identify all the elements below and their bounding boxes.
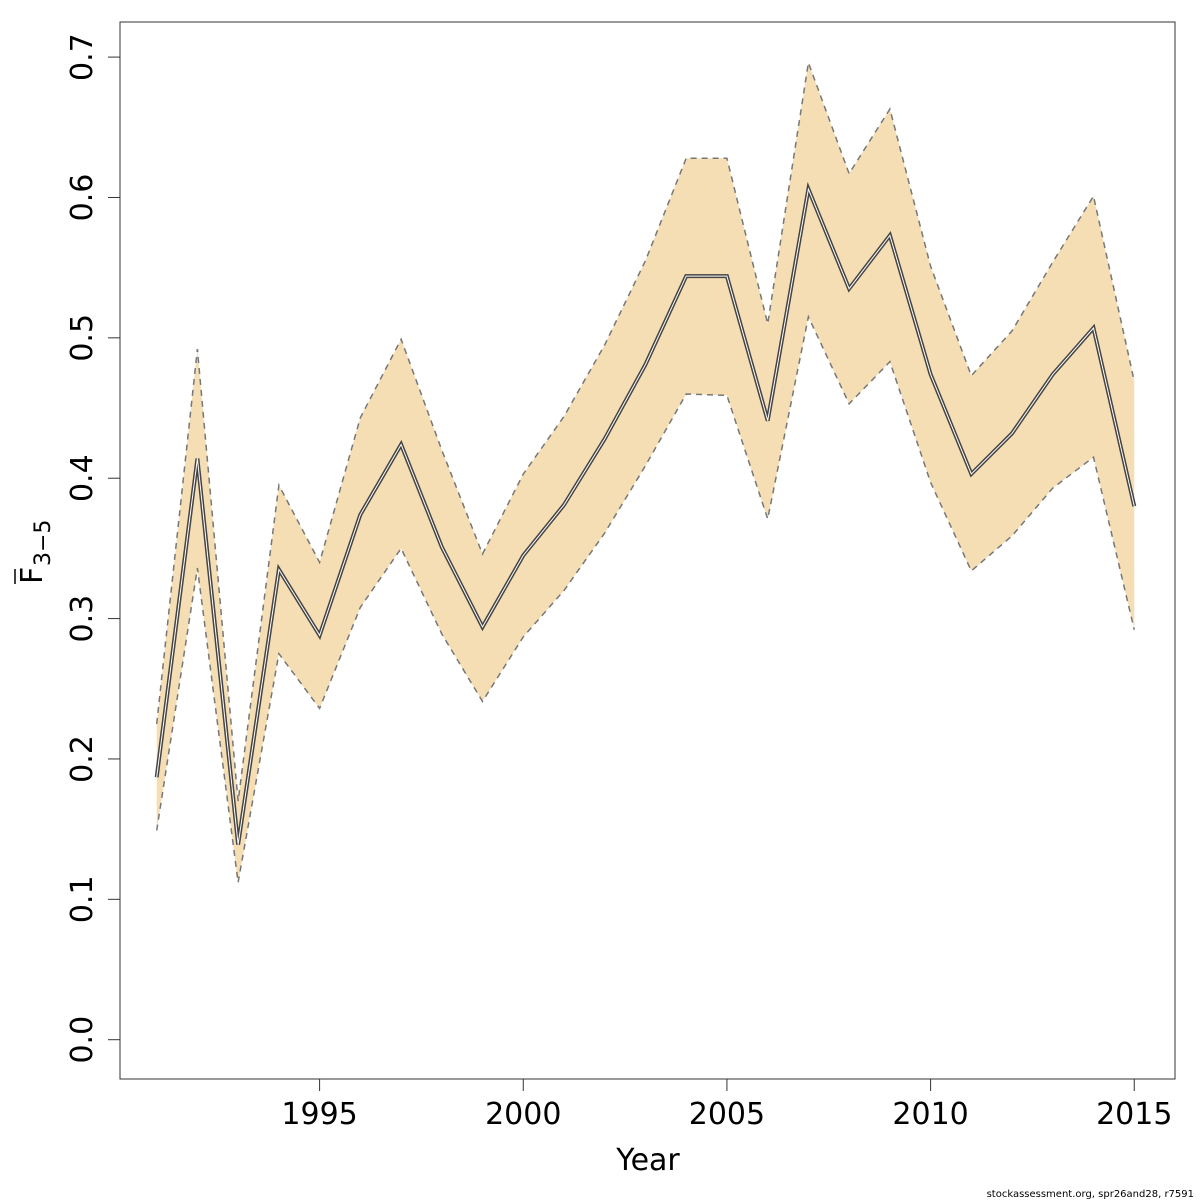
y-axis-title-main: F	[15, 567, 50, 584]
estimate-point	[399, 443, 403, 447]
estimate-point	[969, 472, 973, 476]
estimate-point	[766, 419, 770, 423]
estimate-point	[236, 843, 240, 847]
y-tick-label: 0.7	[65, 33, 100, 81]
estimate-point	[195, 457, 199, 461]
estimate-point	[1092, 326, 1096, 330]
estimate-line-inner	[156, 187, 1135, 845]
estimate-point	[155, 775, 159, 779]
estimate-point	[806, 187, 810, 191]
estimate-point	[888, 233, 892, 237]
y-tick-label: 0.2	[65, 735, 100, 783]
x-tick-label: 2015	[1096, 1097, 1172, 1132]
y-axis-title: F 3−5	[14, 520, 56, 584]
x-tick-label: 2005	[689, 1097, 765, 1132]
estimate-point	[440, 545, 444, 549]
estimate-point	[562, 503, 566, 507]
y-tick-label: 0.1	[65, 875, 100, 923]
series-lines-layer	[154, 59, 1137, 883]
x-axis: 1995 2000 2005 2010 2015	[281, 1078, 1172, 1132]
estimate-point	[358, 513, 362, 517]
y-axis-title-subscript: 3−5	[31, 520, 56, 566]
estimate-point	[644, 363, 648, 367]
y-axis: 0.0 0.1 0.2 0.3 0.4 0.5 0.6 0.7	[65, 33, 121, 1064]
estimate-point	[1010, 431, 1014, 435]
y-tick-label: 0.6	[65, 174, 100, 222]
estimate-point	[1051, 372, 1055, 376]
estimate-point	[684, 274, 688, 278]
estimate-point	[521, 553, 525, 557]
confidence-band-layer	[156, 62, 1135, 883]
x-tick-label: 2010	[892, 1097, 968, 1132]
estimate-point	[929, 372, 933, 376]
y-tick-label: 0.4	[65, 454, 100, 502]
confidence-band	[156, 62, 1135, 883]
estimate-point	[1132, 504, 1136, 508]
estimate-point	[725, 274, 729, 278]
estimate-point	[481, 625, 485, 629]
estimate-point	[277, 568, 281, 572]
estimate-point	[318, 633, 322, 637]
y-tick-label: 0.3	[65, 595, 100, 643]
lower-bound-line	[155, 314, 1136, 883]
x-axis-title: Year	[615, 1143, 680, 1178]
y-tick-label: 0.5	[65, 314, 100, 362]
estimate-point	[603, 437, 607, 441]
credit-text: stockassessment.org, spr26and28, r7591	[987, 1189, 1194, 1200]
y-tick-label: 0.0	[65, 1016, 100, 1064]
x-tick-label: 2000	[485, 1097, 561, 1132]
upper-bound-line	[155, 59, 1136, 802]
estimate-point	[847, 287, 851, 291]
x-tick-label: 1995	[281, 1097, 357, 1132]
